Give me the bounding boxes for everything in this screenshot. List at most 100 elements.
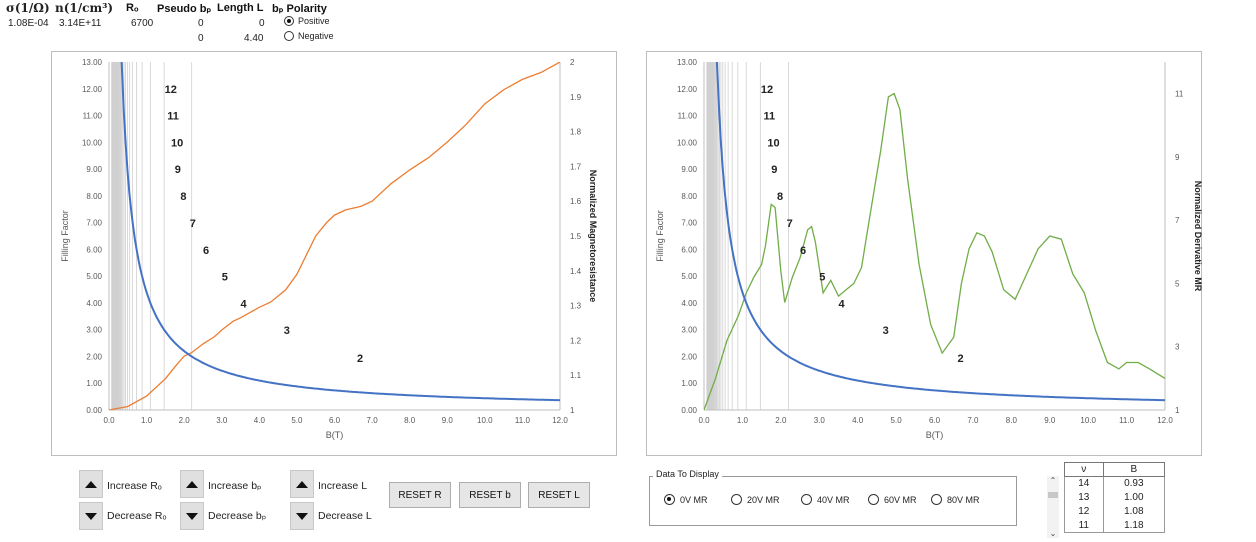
right-y2-tick-label: 3 [1175,343,1180,352]
down-arrow-icon [296,512,308,520]
polarity-negative-label: Negative [298,31,334,41]
right-x-tick-label: 2.0 [775,416,787,425]
left-nu-label: 7 [190,218,196,230]
option-80v[interactable]: 80V MR [931,494,980,505]
right-y-tick-label: 10.00 [677,138,698,147]
option-20v-radio[interactable] [731,494,742,505]
left-nu-label: 9 [175,164,181,176]
table-row[interactable]: 12 1.08 [1064,504,1166,519]
option-60v[interactable]: 60V MR [868,494,917,505]
scroll-down-icon[interactable]: ⌄ [1049,529,1057,538]
option-20v-label: 20V MR [747,494,780,505]
reset-b-button[interactable]: RESET b [459,482,521,508]
left-y-tick-label: 0.00 [86,406,102,415]
left-y-tick-label: 7.00 [86,219,102,228]
right-y2-tick-label: 11 [1175,90,1184,99]
left-y-tick-label: 5.00 [86,272,102,281]
polarity-negative-option[interactable]: Negative [284,31,334,41]
reset-l-button[interactable]: RESET L [528,482,590,508]
right-x-tick-label: 8.0 [1006,416,1018,425]
left-y-tick-label: 2.00 [86,352,102,361]
right-y-tick-label: 2.00 [681,352,697,361]
length-header: Length L [217,2,264,14]
left-x-tick-label: 10.0 [477,416,493,425]
decrease-l-button[interactable] [290,502,314,530]
polarity-negative-radio[interactable] [284,31,294,41]
magnetoresistance-chart-svg: 0.0 1.0 2.0 3.0 4.0 5.0 6.0 7.0 8.0 9.0 10.0 11.0 12… [60,58,598,440]
option-80v-radio[interactable] [931,494,942,505]
right-y2-tick-label: 5 [1175,279,1180,288]
b-column-header: B [1102,462,1166,477]
right-y-tick-label: 4.00 [681,299,697,308]
left-x-tick-label: 5.0 [291,416,303,425]
right-y2-tick-label: 9 [1175,153,1180,162]
option-0v[interactable]: 0V MR [664,494,708,505]
left-y-tick-label: 13.00 [82,58,103,67]
decrease-bp-button[interactable] [180,502,204,530]
right-nu-label: 9 [771,164,777,176]
left-x-axis-title: B(T) [326,430,344,440]
up-arrow-icon [296,480,308,488]
option-60v-label: 60V MR [884,494,917,505]
option-40v-radio[interactable] [801,494,812,505]
table-scrollbar[interactable]: ⌃ ⌄ [1047,476,1059,538]
derivative-chart: 0.0 1.0 2.0 3.0 4.0 5.0 6.0 7.0 8.0 9.0 10.0 11.0 12… [646,51,1203,456]
nu-cell: 12 [1064,504,1104,519]
decrease-ro-label: Decrease Rₒ [107,510,167,522]
down-arrow-icon [186,512,198,520]
up-arrow-icon [186,480,198,488]
increase-ro-button[interactable] [79,470,103,498]
polarity-positive-option[interactable]: Positive [284,16,330,26]
b-cell: 1.18 [1102,518,1166,533]
left-x-tick-label: 3.0 [216,416,228,425]
option-60v-radio[interactable] [868,494,879,505]
left-nu-label: 3 [284,325,290,337]
right-filling-factor-curve [715,62,1165,402]
option-0v-label: 0V MR [680,494,708,505]
polarity-header: bₚ Polarity [272,3,327,15]
right-nu-label: 11 [764,111,776,123]
table-row[interactable]: 13 1.00 [1064,490,1166,505]
option-20v[interactable]: 20V MR [731,494,780,505]
left-y-tick-label: 1.00 [86,379,102,388]
data-display-group [649,476,1017,526]
b-cell: 1.00 [1102,490,1166,505]
right-x-tick-label: 4.0 [852,416,864,425]
left-x-tick-label: 0.0 [103,416,115,425]
scroll-up-icon[interactable]: ⌃ [1049,476,1057,485]
right-y-axis-title: Filling Factor [655,210,665,262]
left-y-tick-label: 6.00 [86,245,102,254]
left-nu-label: 11 [167,111,179,123]
left-x-tick-label: 2.0 [179,416,191,425]
right-nu-label: 7 [787,218,793,230]
left-y2-tick-label: 1.4 [570,267,582,276]
scroll-thumb[interactable] [1048,492,1058,498]
right-nu-label: 3 [883,325,889,337]
reset-r-button[interactable]: RESET R [389,482,451,508]
density-value: 3.14E+11 [59,18,102,29]
increase-l-button[interactable] [290,470,314,498]
polarity-positive-radio[interactable] [284,16,294,26]
sigma-value: 1.08E-04 [8,18,49,29]
derivative-chart-svg: 0.0 1.0 2.0 3.0 4.0 5.0 6.0 7.0 8.0 9.0 10.0 11.0 12… [655,58,1203,440]
option-0v-radio[interactable] [664,494,675,505]
pseudo-bp-header: Pseudo bₚ [157,3,212,15]
right-y-tick-label: 11.00 [678,112,698,121]
decrease-ro-button[interactable] [79,502,103,530]
right-y-tick-label: 3.00 [681,326,697,335]
table-row[interactable]: 11 1.18 [1064,518,1166,533]
left-y2-tick-label: 1.6 [570,197,582,206]
left-y-tick-label: 12.00 [82,85,103,94]
left-x-tick-label: 4.0 [254,416,266,425]
table-row[interactable]: 14 0.93 [1064,476,1166,491]
left-y-tick-label: 3.00 [86,326,102,335]
pseudo-bp-value-2: 0 [198,33,204,44]
right-y2-tick-label: 7 [1175,216,1180,225]
right-x-tick-label: 11.0 [1119,416,1135,425]
increase-bp-button[interactable] [180,470,204,498]
option-40v[interactable]: 40V MR [801,494,850,505]
left-x-tick-label: 1.0 [141,416,153,425]
density-header: n(1/cm³) [55,1,114,15]
right-y-tick-label: 8.00 [681,192,697,201]
right-y-tick-label: 0.00 [681,406,697,415]
